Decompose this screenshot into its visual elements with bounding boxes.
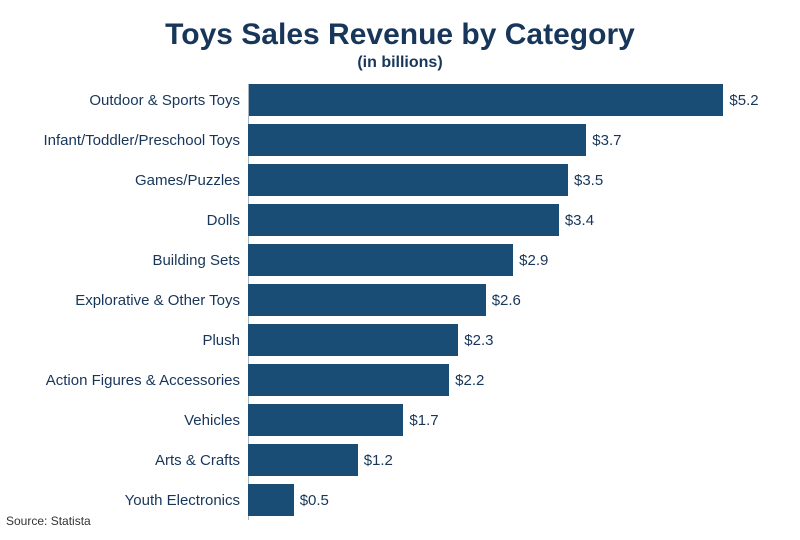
bar xyxy=(248,284,486,316)
bar-row: Games/Puzzles $3.5 xyxy=(30,162,770,198)
category-label: Arts & Crafts xyxy=(30,452,248,469)
bar-wrap: $3.7 xyxy=(248,124,760,156)
value-label: $3.4 xyxy=(559,212,594,229)
bar-wrap: $5.2 xyxy=(248,84,760,116)
source-label: Source: Statista xyxy=(6,514,91,528)
value-label: $2.6 xyxy=(486,292,521,309)
bar-wrap: $1.7 xyxy=(248,404,760,436)
value-label: $2.3 xyxy=(458,332,493,349)
bar-wrap: $3.4 xyxy=(248,204,760,236)
bar-row: Vehicles $1.7 xyxy=(30,402,770,438)
bar-wrap: $2.9 xyxy=(248,244,760,276)
value-label: $1.7 xyxy=(403,412,438,429)
bar-row: Arts & Crafts $1.2 xyxy=(30,442,770,478)
bar-row: Outdoor & Sports Toys $5.2 xyxy=(30,82,770,118)
category-label: Outdoor & Sports Toys xyxy=(30,92,248,109)
category-label: Youth Electronics xyxy=(30,492,248,509)
bar-row: Building Sets $2.9 xyxy=(30,242,770,278)
category-label: Building Sets xyxy=(30,252,248,269)
bar-chart: Outdoor & Sports Toys $5.2 Infant/Toddler/… xyxy=(30,82,770,518)
bar-row: Action Figures & Accessories $2.2 xyxy=(30,362,770,398)
bar-row: Youth Electronics $0.5 xyxy=(30,482,770,518)
bar xyxy=(248,364,449,396)
bar-wrap: $1.2 xyxy=(248,444,760,476)
value-label: $3.7 xyxy=(586,132,621,149)
bar xyxy=(248,444,358,476)
bar-wrap: $3.5 xyxy=(248,164,760,196)
chart-container: Toys Sales Revenue by Category (in billi… xyxy=(0,0,800,540)
bar-row: Plush $2.3 xyxy=(30,322,770,358)
category-label: Plush xyxy=(30,332,248,349)
bar xyxy=(248,164,568,196)
chart-subtitle: (in billions) xyxy=(30,54,770,72)
chart-title: Toys Sales Revenue by Category xyxy=(30,18,770,52)
bar-wrap: $2.2 xyxy=(248,364,760,396)
bar xyxy=(248,324,458,356)
bar-row: Infant/Toddler/Preschool Toys $3.7 xyxy=(30,122,770,158)
bar-wrap: $2.3 xyxy=(248,324,760,356)
bar-row: Dolls $3.4 xyxy=(30,202,770,238)
bar-wrap: $0.5 xyxy=(248,484,760,516)
value-label: $5.2 xyxy=(723,92,758,109)
category-label: Explorative & Other Toys xyxy=(30,292,248,309)
value-label: $2.9 xyxy=(513,252,548,269)
bar-row: Explorative & Other Toys $2.6 xyxy=(30,282,770,318)
bar xyxy=(248,404,403,436)
bar xyxy=(248,244,513,276)
value-label: $2.2 xyxy=(449,372,484,389)
bar xyxy=(248,124,586,156)
category-label: Dolls xyxy=(30,212,248,229)
value-label: $1.2 xyxy=(358,452,393,469)
category-label: Infant/Toddler/Preschool Toys xyxy=(30,132,248,149)
category-label: Games/Puzzles xyxy=(30,172,248,189)
bar xyxy=(248,84,723,116)
value-label: $0.5 xyxy=(294,492,329,509)
bar xyxy=(248,204,559,236)
value-label: $3.5 xyxy=(568,172,603,189)
bar-wrap: $2.6 xyxy=(248,284,760,316)
category-label: Action Figures & Accessories xyxy=(30,372,248,389)
bar xyxy=(248,484,294,516)
category-label: Vehicles xyxy=(30,412,248,429)
